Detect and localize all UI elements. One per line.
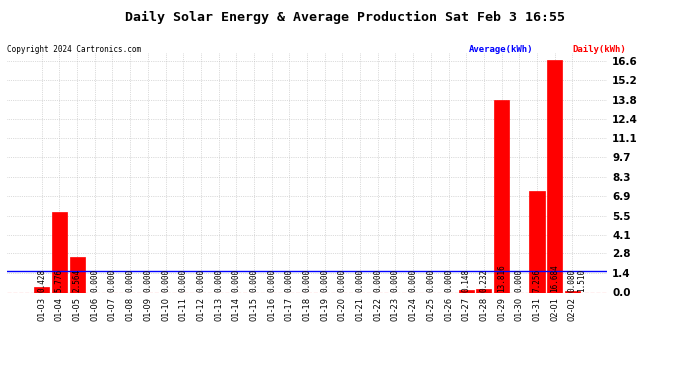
Bar	[494, 100, 509, 292]
Bar	[34, 286, 49, 292]
Text: 0.000: 0.000	[250, 268, 259, 292]
Text: 0.232: 0.232	[480, 268, 489, 292]
Text: 0.000: 0.000	[267, 268, 276, 292]
Bar	[52, 212, 67, 292]
Text: 1.510: 1.510	[577, 268, 586, 292]
Text: 0.000: 0.000	[408, 268, 417, 292]
Text: 7.256: 7.256	[533, 268, 542, 292]
Text: 0.148: 0.148	[462, 268, 471, 292]
Bar	[70, 257, 85, 292]
Text: 0.000: 0.000	[373, 268, 382, 292]
Text: 0.428: 0.428	[37, 268, 46, 292]
Text: Average(kWh): Average(kWh)	[469, 45, 533, 54]
Text: 0.000: 0.000	[338, 268, 347, 292]
Text: 0.000: 0.000	[144, 268, 152, 292]
Text: 0.000: 0.000	[197, 268, 206, 292]
Text: Daily Solar Energy & Average Production Sat Feb 3 16:55: Daily Solar Energy & Average Production …	[125, 11, 565, 24]
Text: 0.000: 0.000	[355, 268, 364, 292]
Text: 0.000: 0.000	[515, 268, 524, 292]
Text: Copyright 2024 Cartronics.com: Copyright 2024 Cartronics.com	[7, 45, 141, 54]
Text: 5.776: 5.776	[55, 268, 64, 292]
Text: 16.684: 16.684	[550, 264, 559, 292]
Text: 2.564: 2.564	[72, 268, 81, 292]
Text: 0.000: 0.000	[126, 268, 135, 292]
Text: 0.000: 0.000	[302, 268, 312, 292]
Text: 13.816: 13.816	[497, 264, 506, 292]
Text: 0.000: 0.000	[108, 268, 117, 292]
Text: 0.000: 0.000	[444, 268, 453, 292]
Bar	[529, 191, 544, 292]
Bar	[565, 291, 580, 292]
Text: 0.000: 0.000	[90, 268, 99, 292]
Text: 0.000: 0.000	[179, 268, 188, 292]
Bar	[476, 289, 491, 292]
Text: 0.000: 0.000	[161, 268, 170, 292]
Text: 0.080: 0.080	[568, 268, 577, 292]
Text: 0.000: 0.000	[426, 268, 435, 292]
Text: 0.000: 0.000	[285, 268, 294, 292]
Text: Daily(kWh): Daily(kWh)	[573, 45, 627, 54]
Text: 0.000: 0.000	[391, 268, 400, 292]
Bar	[459, 290, 474, 292]
Text: 0.000: 0.000	[320, 268, 329, 292]
Bar	[547, 60, 562, 292]
Text: 0.000: 0.000	[232, 268, 241, 292]
Text: 0.000: 0.000	[214, 268, 223, 292]
